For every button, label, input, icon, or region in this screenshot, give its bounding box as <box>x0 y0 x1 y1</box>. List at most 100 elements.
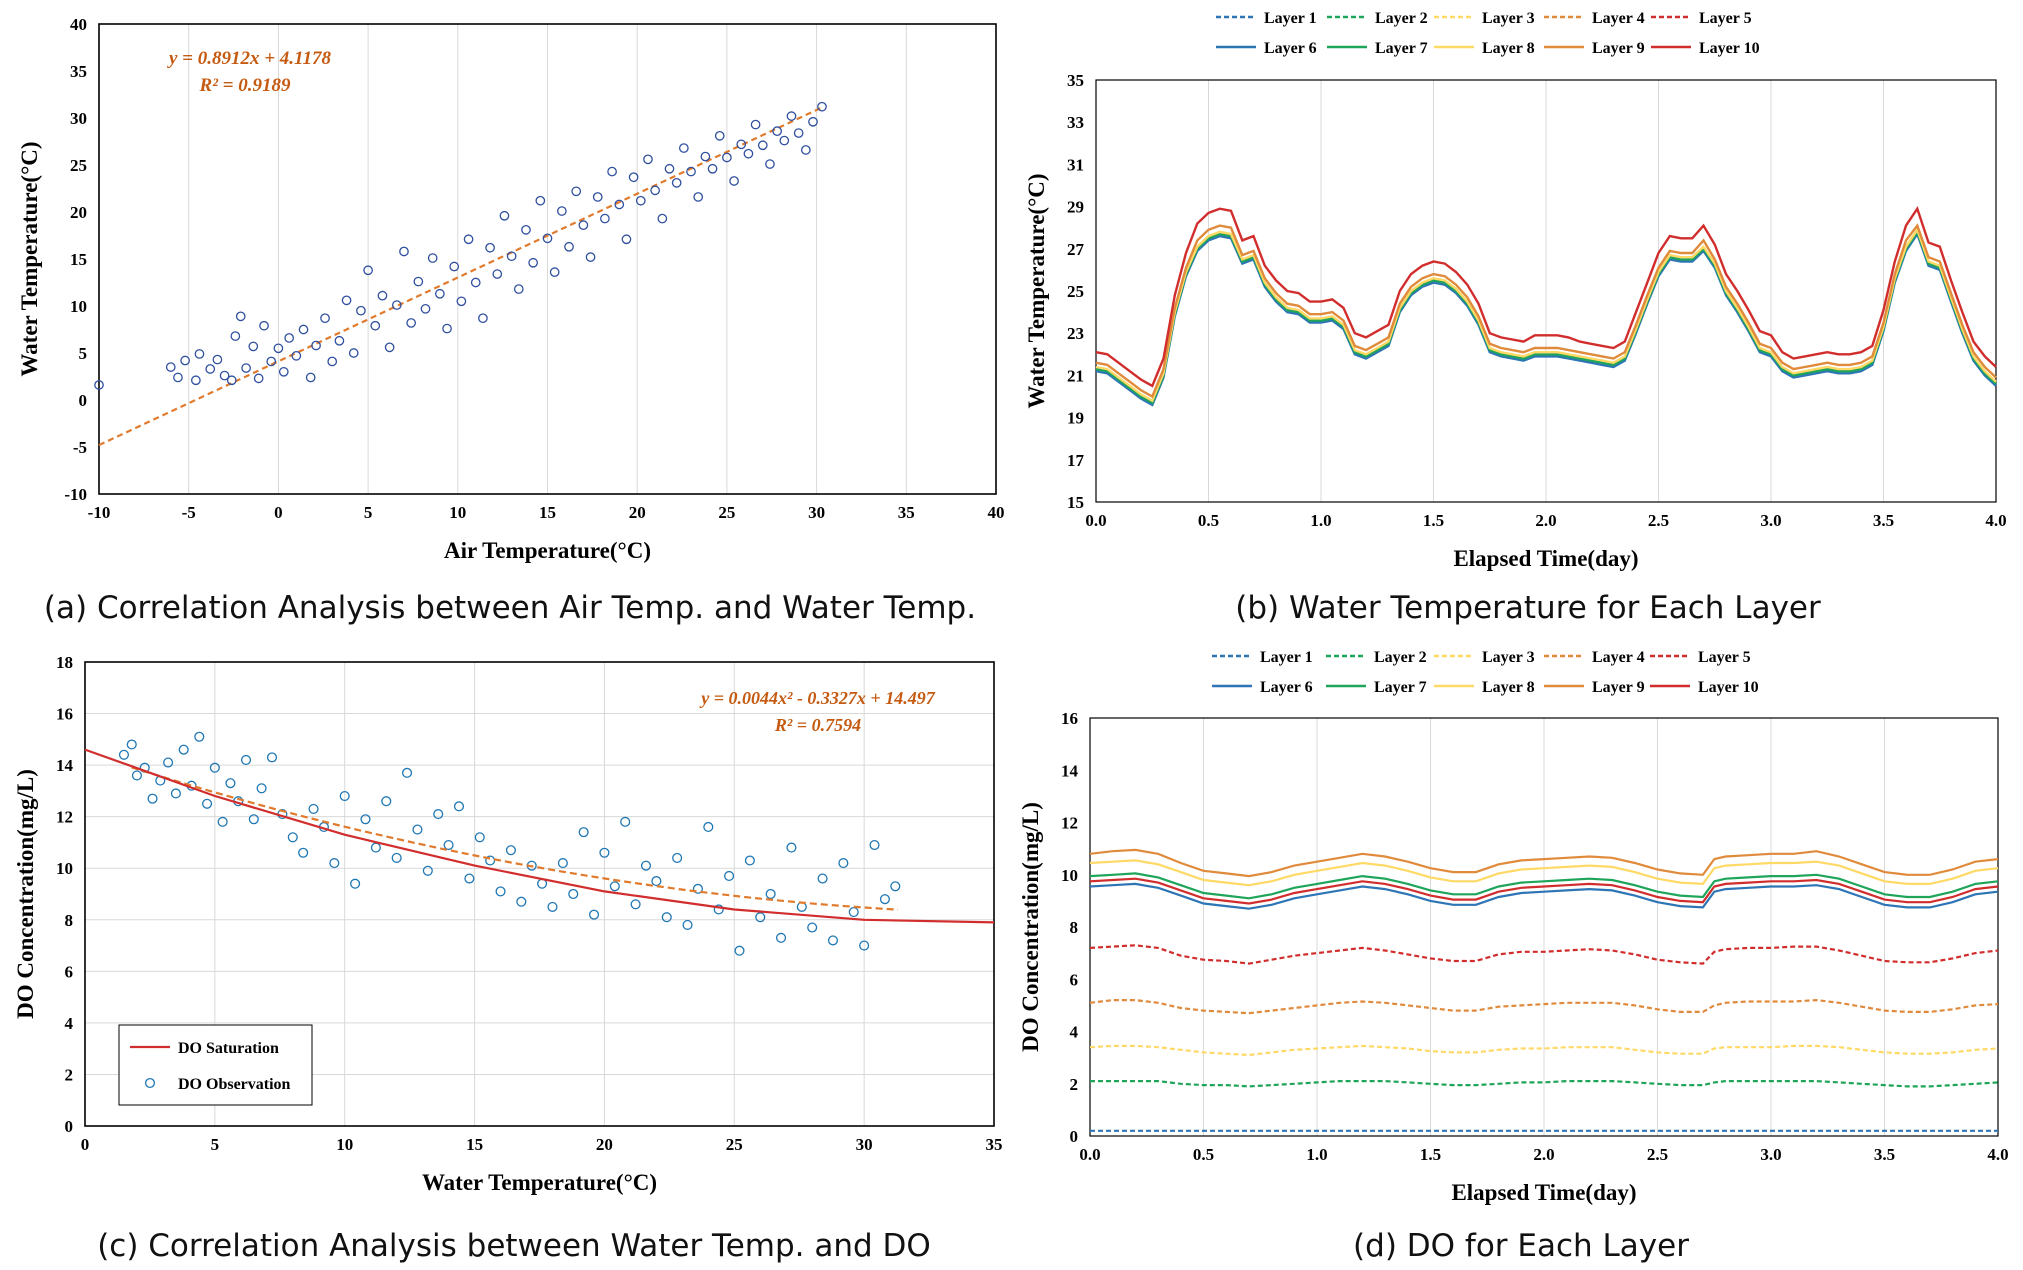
series-line <box>1095 227 1997 403</box>
scatter-point <box>320 313 330 324</box>
series-line <box>1089 872 1999 900</box>
y-tick-label: 2 <box>65 1065 74 1084</box>
scatter-point <box>308 803 319 814</box>
scatter-point <box>800 145 811 155</box>
series-line <box>1089 848 1999 878</box>
y-tick-label: 12 <box>56 808 73 827</box>
x-tick-label: 15 <box>466 1135 483 1154</box>
scatter-point <box>549 267 560 278</box>
caption-a: (a) Correlation Analysis between Air Tem… <box>43 590 977 626</box>
scatter-point <box>661 912 672 923</box>
x-tick-label: 35 <box>986 1135 1003 1154</box>
series-line <box>1089 877 1999 905</box>
scatter-point <box>370 320 381 331</box>
y-tick-label: 0 <box>65 1117 74 1136</box>
series-line <box>1095 205 1997 388</box>
y-tick-label: 4 <box>1070 1023 1079 1042</box>
scatter-point <box>557 206 567 216</box>
scatter-point <box>707 163 718 174</box>
scatter-point <box>786 842 797 853</box>
scatter-point <box>495 886 506 897</box>
scatter-point <box>817 101 827 112</box>
series-line <box>1090 1080 1999 1088</box>
scatter-point <box>568 888 579 900</box>
scatter-point <box>278 366 289 377</box>
scatter-point <box>592 192 603 202</box>
scatter-point <box>329 858 340 869</box>
scatter-point <box>381 796 392 807</box>
panel-a-scatter-air-vs-water: -10 -5 0 5 10 15 20 25 30 35 40 -10 -5 0 5 10 15 20 25 30 35… <box>17 15 1005 563</box>
saturation-curve <box>84 748 995 924</box>
scatter-point <box>643 154 653 165</box>
scatter-point <box>755 912 766 923</box>
x-tick-label: 10 <box>449 503 466 522</box>
x-tick-label: 1.0 <box>1310 511 1331 530</box>
scatter-point <box>94 380 104 390</box>
scatter-point <box>528 257 538 268</box>
scatter-point <box>170 788 181 799</box>
x-tick-label: 2.0 <box>1533 1145 1554 1164</box>
y-tick-label: 25 <box>1067 282 1084 301</box>
x-tick-label: 1.0 <box>1306 1145 1327 1164</box>
y-tick-label: 16 <box>1061 709 1078 728</box>
trendline <box>131 766 898 911</box>
scatter-point <box>678 143 689 153</box>
legend-label: Layer 6 <box>1260 679 1313 696</box>
scatter-point <box>311 340 321 351</box>
legend-label: DO Observation <box>178 1076 291 1093</box>
y-axis-title: DO Concentration(mg/L) <box>13 769 38 1019</box>
scatter-point <box>248 814 259 825</box>
x-tick-label: 3.5 <box>1874 1145 1895 1164</box>
scatter-point <box>713 904 724 915</box>
scatter-point <box>412 824 423 835</box>
legend-label: Layer 2 <box>1374 649 1427 666</box>
x-axis-title: Water Temperature(°C) <box>422 1170 657 1195</box>
legend-marker <box>144 1077 156 1089</box>
x-tick-label: 0 <box>81 1135 90 1154</box>
legend-label: Layer 1 <box>1260 649 1313 666</box>
scatter-point <box>202 798 213 809</box>
scatter-point <box>173 372 183 383</box>
scatter-point <box>427 253 438 263</box>
legend-label: Layer 7 <box>1374 679 1427 696</box>
y-tick-label: 5 <box>79 344 88 363</box>
legend-label: DO Saturation <box>178 1040 279 1057</box>
panel-b-water-temp-layers: 0.0 0.5 1.0 1.5 2.0 2.5 3.0 3.5 4.0 15 17 19 21 23 25 2… <box>1024 10 2007 571</box>
x-axis-title: Elapsed Time(day) <box>1453 546 1638 571</box>
x-tick-label: 0 <box>274 503 283 522</box>
scatter-point <box>178 744 189 755</box>
scatter-point <box>305 372 316 383</box>
scatter-point <box>557 858 568 869</box>
scatter-point <box>399 246 409 257</box>
scatter-point <box>542 233 553 244</box>
y-tick-label: 16 <box>56 705 73 724</box>
scatter-point <box>406 318 417 328</box>
caption-d: (d) DO for Each Layer <box>1353 1228 1689 1264</box>
scatter-point <box>259 320 269 331</box>
x-tick-label: -5 <box>182 503 196 522</box>
series-line <box>1095 229 1997 405</box>
y-tick-label: 23 <box>1067 324 1084 343</box>
y-tick-label: 14 <box>1061 761 1079 780</box>
y-tick-label: 4 <box>65 1014 74 1033</box>
scatter-point <box>571 186 582 197</box>
scatter-point <box>817 873 828 884</box>
scatter-point <box>879 894 890 905</box>
scatter-point <box>664 163 675 174</box>
scatter-point <box>194 731 205 742</box>
caption-b: (b) Water Temperature for Each Layer <box>1235 590 1821 626</box>
x-tick-label: 3.0 <box>1760 511 1781 530</box>
scatter-point <box>650 185 660 196</box>
scatter-point <box>118 749 130 760</box>
scatter-point <box>859 940 870 951</box>
legend-label: Layer 3 <box>1482 649 1535 666</box>
x-tick-label: 30 <box>856 1135 873 1154</box>
series-line <box>1089 1044 1999 1057</box>
scatter-point <box>775 932 787 943</box>
x-tick-label: 2.5 <box>1647 1145 1668 1164</box>
scatter-point <box>420 303 431 314</box>
series-line <box>1095 223 1997 399</box>
legend-label: Layer 5 <box>1698 649 1751 666</box>
scatter-point <box>298 847 309 858</box>
scatter-point <box>464 873 475 884</box>
